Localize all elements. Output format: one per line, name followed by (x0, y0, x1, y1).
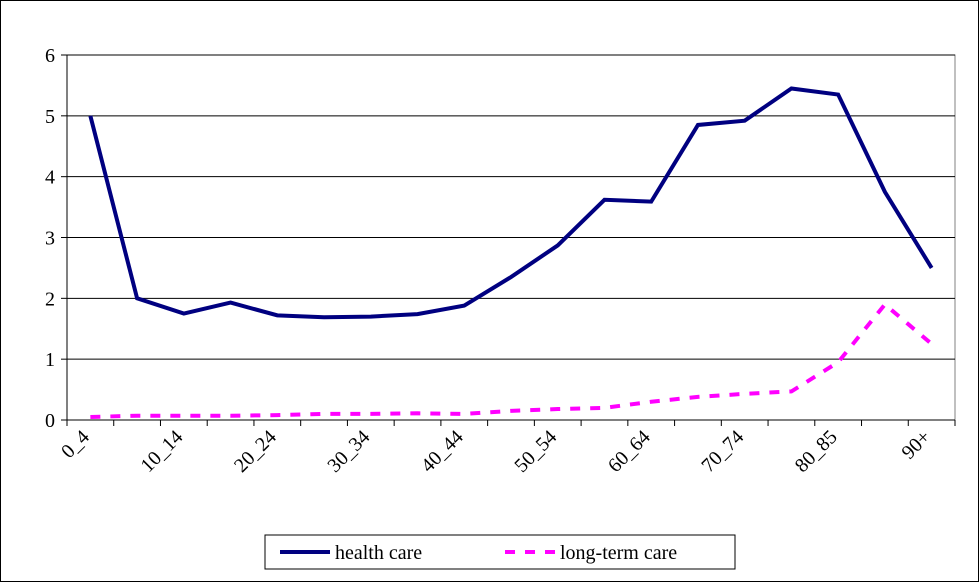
y-tick-label: 3 (45, 228, 55, 250)
y-tick-label: 5 (45, 106, 55, 128)
line-series (90, 301, 933, 419)
y-tick-label: 6 (45, 45, 55, 67)
y-tick-label: 2 (45, 288, 55, 310)
legend (264, 534, 736, 570)
line-series (88, 86, 934, 320)
y-tick-label: 4 (45, 167, 55, 189)
y-tick-label: 0 (45, 410, 55, 432)
legend-label: long-term care (560, 542, 677, 564)
legend-label: health care (335, 542, 422, 564)
y-tick-label: 1 (45, 349, 55, 371)
